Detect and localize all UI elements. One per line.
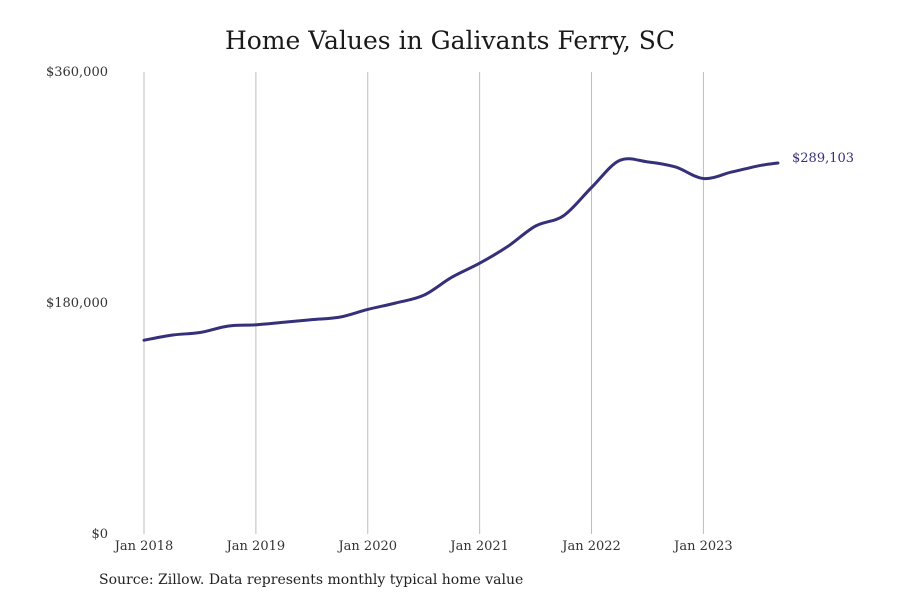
- gridlines: [143, 72, 704, 534]
- x-tick-label: Jan 2022: [560, 539, 621, 554]
- x-tick-label: Jan 2021: [448, 539, 509, 554]
- x-tick-label: Jan 2020: [336, 539, 397, 554]
- y-tick-label: $0: [91, 527, 108, 542]
- latest-value-label: $289,103: [792, 151, 854, 166]
- x-tick-label: Jan 2023: [672, 539, 733, 554]
- y-tick-label: $360,000: [46, 65, 108, 80]
- y-axis-ticks: $0 $180,000 $360,000: [46, 65, 108, 542]
- chart-title: Home Values in Galivants Ferry, SC: [224, 26, 676, 55]
- x-tick-label: Jan 2018: [113, 539, 174, 554]
- x-axis-ticks: Jan 2018 Jan 2019 Jan 2020 Jan 2021 Jan 2022…: [113, 539, 733, 554]
- y-tick-label: $180,000: [46, 296, 108, 311]
- source-note: Source: Zillow. Data represents monthly …: [99, 572, 524, 588]
- home-value-line: [142, 157, 780, 342]
- x-tick-label: Jan 2019: [225, 539, 286, 554]
